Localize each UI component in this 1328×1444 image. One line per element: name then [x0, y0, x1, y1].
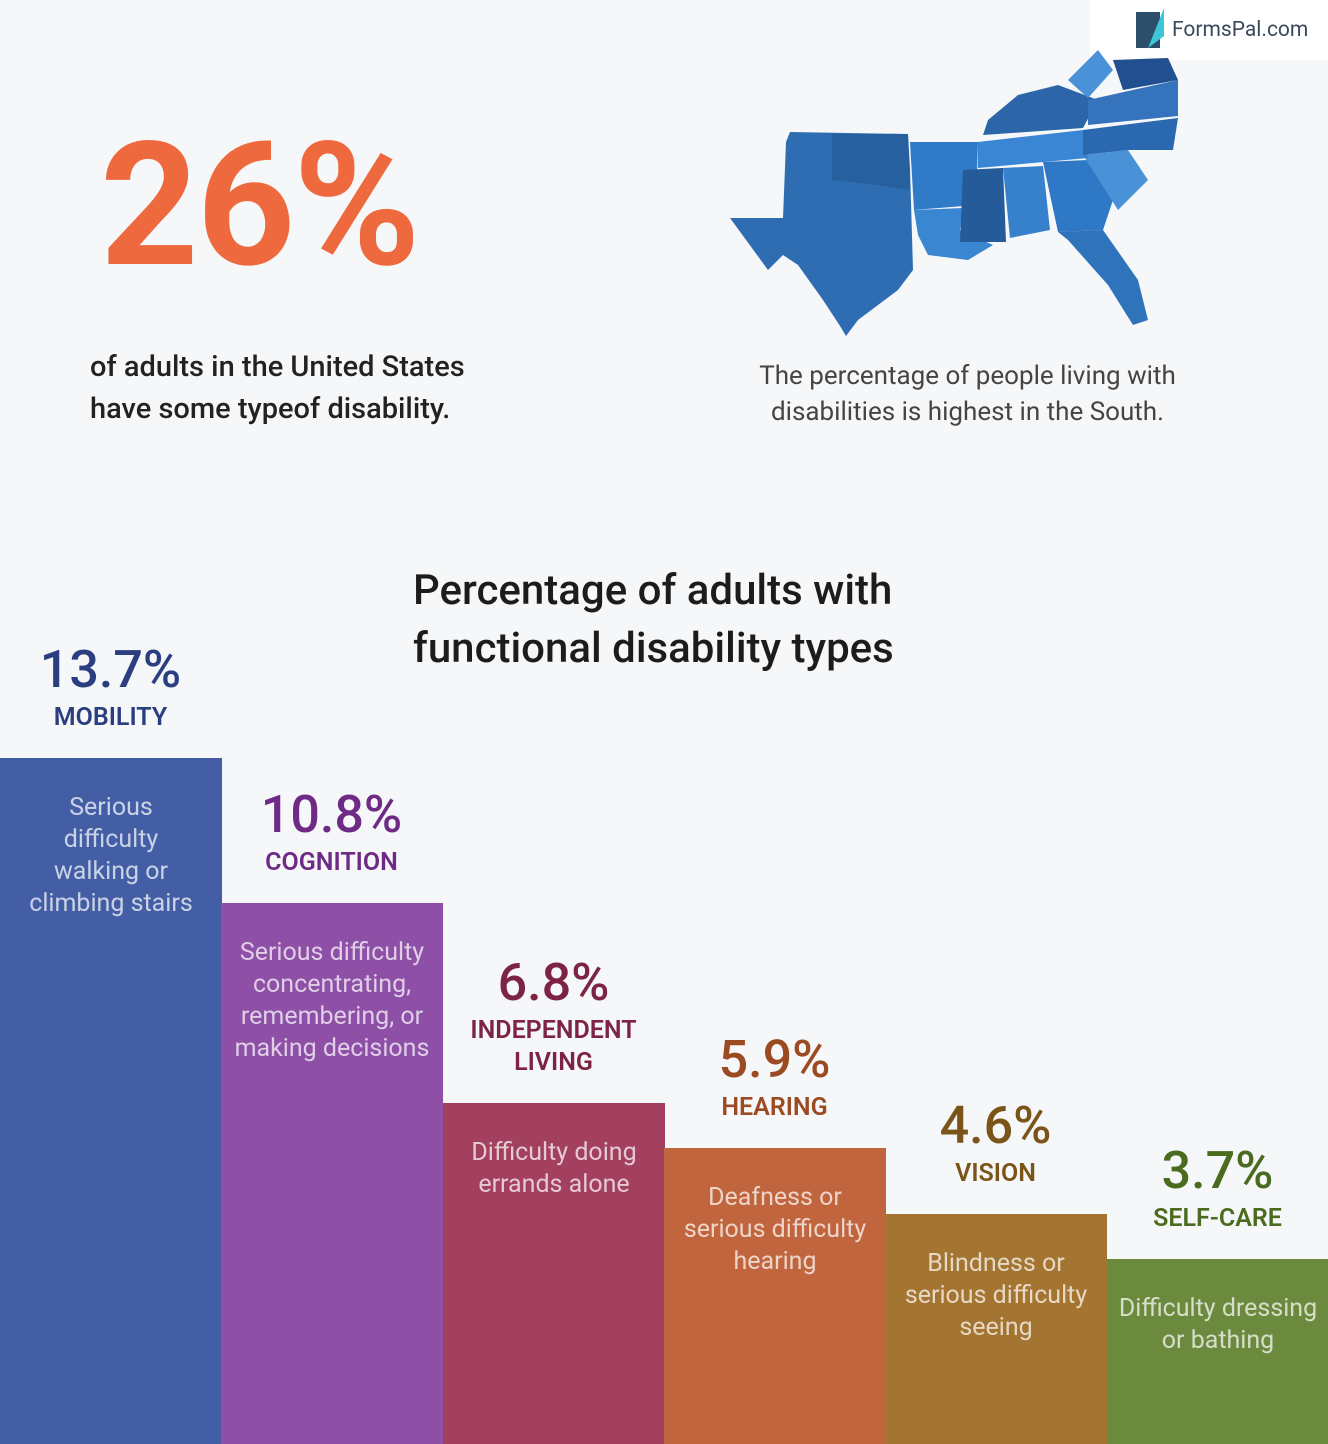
value-label: 6.8%	[497, 952, 610, 1014]
bar-label-group: 5.9% HEARING	[664, 1028, 885, 1124]
bar: Difficulty doing errands alone	[443, 1103, 665, 1444]
description-line: difficulty	[63, 824, 159, 854]
category-label: SELF-CARE	[1153, 1203, 1282, 1233]
brand-logo	[1136, 8, 1164, 48]
description-line: Difficulty doing	[471, 1138, 637, 1168]
headline-text: of adults in the United States have some…	[90, 350, 465, 426]
category-label: INDEPENDENT LIVING	[470, 1016, 637, 1078]
description-line: remembering, or	[240, 1001, 424, 1031]
description-line: concentrating,	[252, 969, 412, 999]
value-label: 5.9%	[718, 1029, 831, 1091]
map-caption: The percentage of people living with dis…	[759, 361, 1176, 427]
bar-description: Blindness or serious difficulty seeing	[885, 1248, 1107, 1344]
description-line: Serious difficulty	[239, 937, 425, 967]
value-label: 3.7%	[1161, 1139, 1274, 1201]
south-map	[730, 50, 1178, 336]
bar-label-group: 6.8% INDEPENDENT LIVING	[443, 951, 664, 1079]
bar: Blindness or serious difficulty seeing	[885, 1213, 1107, 1444]
bar-label-group: 3.7% SELF-CARE	[1107, 1139, 1328, 1235]
bar: Difficulty dressing or bathing	[1107, 1258, 1328, 1444]
bar-description: Deafness or serious difficulty hearing	[664, 1182, 886, 1278]
bar-description: Difficulty dressing or bathing	[1107, 1293, 1328, 1357]
value-label: 10.8%	[260, 783, 403, 845]
bar-label-group: 4.6% VISION	[885, 1094, 1106, 1190]
bar: Serious difficulty walking or climbing stai…	[0, 757, 222, 1444]
description-line: hearing	[733, 1247, 817, 1277]
description-line: seeing	[959, 1312, 1033, 1342]
description-line: walking or	[54, 856, 168, 886]
description-line: Difficulty dressing	[1118, 1293, 1318, 1323]
bar: Serious difficulty concentrating, remember…	[221, 902, 443, 1444]
headline-value: 26%	[100, 104, 421, 306]
category-label: MOBILITY	[53, 702, 168, 732]
category-label: HEARING	[721, 1093, 828, 1123]
bar: Deafness or serious difficulty hearing	[664, 1148, 886, 1444]
bar-description: Serious difficulty concentrating, remember…	[221, 937, 443, 1065]
bar-label-group: 10.8% COGNITION	[221, 783, 442, 879]
bar-description: Difficulty doing errands alone	[443, 1137, 665, 1201]
description-line: Serious	[69, 792, 153, 822]
description-line: errands alone	[478, 1170, 630, 1200]
bar-description: Serious difficulty walking or climbing stai…	[0, 792, 222, 920]
description-line: serious difficulty	[904, 1280, 1088, 1310]
description-line: Blindness or	[927, 1248, 1065, 1278]
chart-title: Percentage of adults with functional dis…	[413, 566, 894, 673]
description-line: serious difficulty	[683, 1215, 867, 1245]
brand-box	[1090, 0, 1328, 60]
value-label: 13.7%	[39, 638, 182, 700]
category-label: COGNITION	[265, 847, 398, 877]
category-label: VISION	[955, 1158, 1036, 1188]
description-line: Deafness or	[708, 1183, 842, 1213]
description-line: or bathing	[1161, 1325, 1275, 1355]
description-line: making decisions	[234, 1033, 430, 1063]
value-label: 4.6%	[939, 1094, 1052, 1156]
brand: FormsPal.com	[1172, 18, 1309, 42]
bar-label-group: 13.7% MOBILITY	[0, 638, 221, 734]
description-line: climbing stairs	[29, 888, 193, 918]
